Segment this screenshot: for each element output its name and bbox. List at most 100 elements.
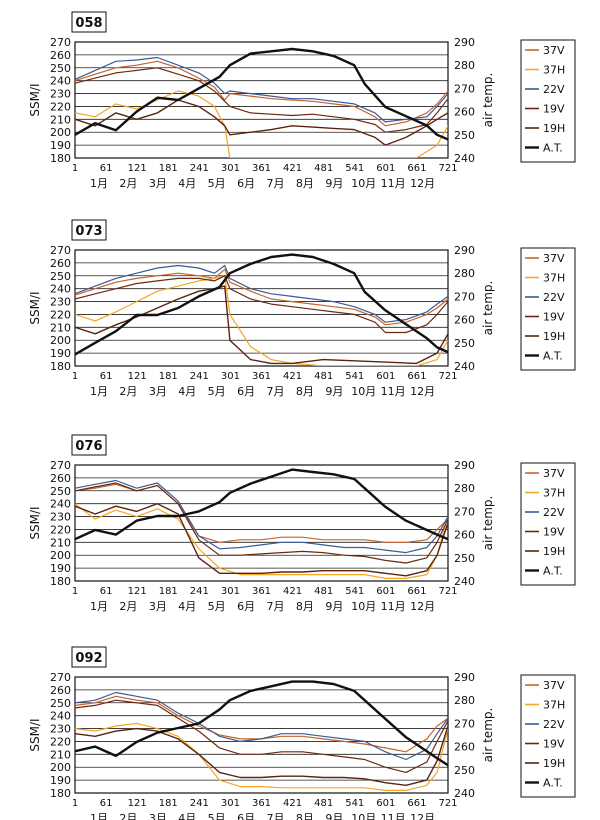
series-line-19H [75, 725, 448, 786]
month-label: 2月 [119, 385, 137, 398]
y-tick-label: 260 [50, 472, 71, 485]
x-tick-label: 121 [128, 586, 147, 597]
y-tick-label: 220 [50, 308, 71, 321]
chart-panel-092: 0921801902002102202302402502602702402502… [28, 646, 576, 820]
month-label: 11月 [381, 177, 406, 190]
legend-label-19V: 19V [543, 103, 565, 116]
series-group [75, 253, 448, 366]
legend-label-A.T.: A.T. [543, 350, 563, 363]
y-axis-label: SSM/I [28, 83, 42, 116]
y2-tick-label: 240 [454, 360, 475, 373]
legend-label-A.T.: A.T. [543, 565, 563, 578]
month-label: 11月 [381, 812, 406, 820]
month-label: 12月 [410, 177, 435, 190]
chart-title-box [71, 434, 107, 456]
y-tick-label: 260 [50, 257, 71, 270]
legend-label-19V: 19V [543, 311, 565, 324]
x-tick-label: 181 [159, 798, 178, 809]
month-label: 9月 [325, 385, 343, 398]
month-label: 5月 [208, 385, 226, 398]
legend-label-A.T.: A.T. [543, 142, 563, 155]
x-tick-label: 61 [100, 798, 113, 809]
series-line-37V [75, 483, 448, 543]
legend-label-37V: 37V [543, 44, 565, 57]
series-line-37V [75, 60, 448, 127]
x-tick-label: 421 [283, 371, 302, 382]
x-tick-label: 181 [159, 163, 178, 174]
month-label: 10月 [351, 812, 376, 820]
series-line-A.T. [75, 253, 448, 356]
series-line-19V [75, 275, 448, 334]
legend-label-22V: 22V [543, 291, 565, 304]
month-label: 9月 [325, 177, 343, 190]
legend-box [520, 462, 576, 586]
month-label: 6月 [237, 600, 255, 613]
month-label: 2月 [119, 177, 137, 190]
legend-box [520, 247, 576, 371]
y-tick-label: 180 [50, 152, 71, 165]
legend-label-19V: 19V [543, 738, 565, 751]
x-tick-label: 301 [221, 163, 240, 174]
x-tick-label: 301 [221, 798, 240, 809]
month-label: 7月 [267, 812, 285, 820]
month-label: 1月 [90, 812, 108, 820]
chart-title: 073 [71, 219, 107, 241]
x-tick-label: 601 [376, 798, 395, 809]
y2-tick-label: 290 [454, 36, 475, 49]
month-label: 4月 [178, 385, 196, 398]
legend-label-19H: 19H [543, 330, 565, 343]
series-line-A.T. [75, 468, 448, 541]
series-line-37V [75, 695, 448, 753]
chart-title-text: 092 [75, 651, 102, 666]
legend-box [520, 39, 576, 163]
month-label: 7月 [267, 600, 285, 613]
x-tick-label: 241 [190, 371, 209, 382]
legend-label-37H: 37H [543, 487, 565, 500]
y-tick-label: 230 [50, 511, 71, 524]
legend-label-22V: 22V [543, 83, 565, 96]
chart-title-box [71, 219, 107, 241]
legend-label-19H: 19H [543, 545, 565, 558]
y-tick-label: 180 [50, 787, 71, 800]
month-label: 9月 [325, 812, 343, 820]
legend-label-37H: 37H [543, 699, 565, 712]
y-axis-label: SSM/I [28, 506, 42, 539]
chart-title-text: 076 [75, 439, 102, 454]
legend-label-19H: 19H [543, 122, 565, 135]
y-tick-label: 180 [50, 360, 71, 373]
series-group [75, 468, 448, 580]
x-tick-label: 721 [438, 163, 457, 174]
month-label: 5月 [208, 177, 226, 190]
chart-panel-076: 0761801902002102202302402502602702402502… [28, 434, 576, 613]
series-line-22V [75, 264, 448, 323]
month-label: 6月 [237, 812, 255, 820]
x-tick-label: 1 [72, 371, 78, 382]
chart-title-text: 073 [75, 224, 102, 239]
x-tick-label: 481 [314, 371, 333, 382]
y-tick-label: 210 [50, 113, 71, 126]
plot-frame [74, 676, 449, 794]
y-tick-label: 200 [50, 126, 71, 139]
y-tick-label: 250 [50, 62, 71, 75]
month-label: 12月 [410, 600, 435, 613]
y-tick-label: 210 [50, 536, 71, 549]
series-line-A.T. [75, 47, 448, 141]
legend-label-19V: 19V [543, 526, 565, 539]
y2-tick-label: 240 [454, 787, 475, 800]
x-tick-label: 61 [100, 163, 113, 174]
series-line-37V [75, 268, 448, 326]
x-tick-label: 481 [314, 586, 333, 597]
series-group [75, 680, 448, 792]
x-tick-label: 121 [128, 798, 147, 809]
chart-title: 076 [71, 434, 107, 456]
x-tick-label: 61 [100, 371, 113, 382]
y2-tick-label: 270 [454, 290, 475, 303]
legend-label-37V: 37V [543, 679, 565, 692]
legend-label-22V: 22V [543, 718, 565, 731]
x-tick-label: 181 [159, 586, 178, 597]
series-line-22V [75, 691, 448, 761]
x-tick-label: 661 [407, 798, 426, 809]
y-tick-label: 190 [50, 562, 71, 575]
x-tick-label: 61 [100, 586, 113, 597]
y-tick-label: 220 [50, 735, 71, 748]
